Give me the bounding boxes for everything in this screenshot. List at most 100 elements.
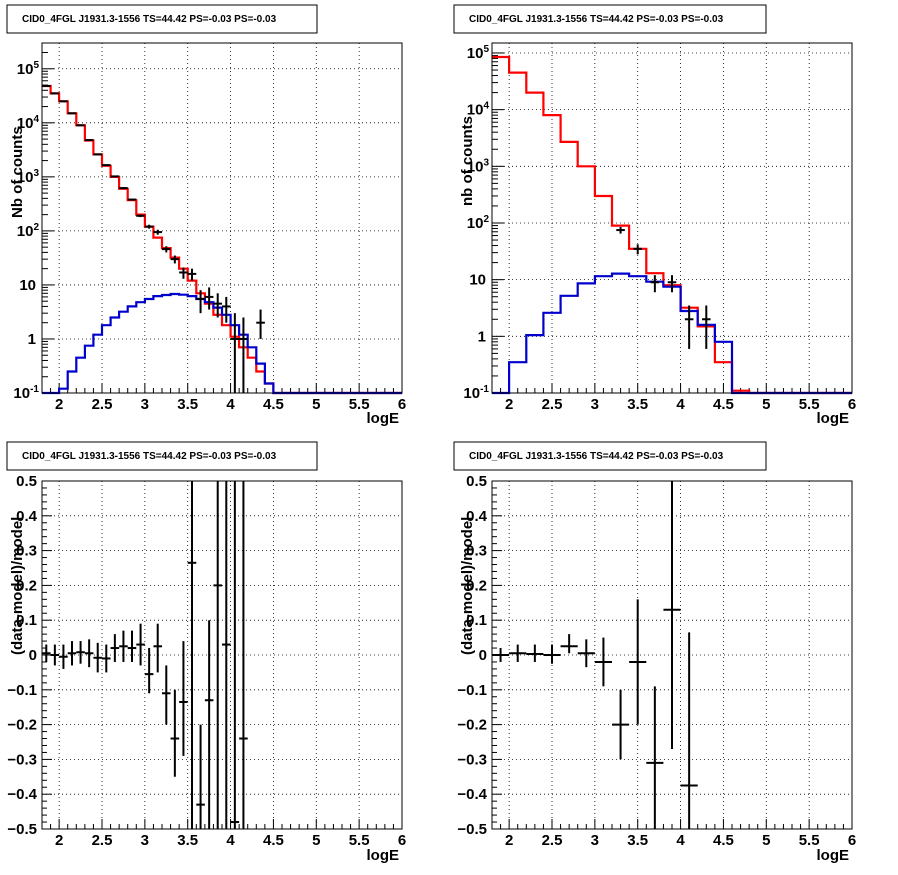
data-point	[67, 112, 77, 115]
data-point	[633, 244, 642, 255]
y-tick-label: −0.5	[457, 821, 487, 838]
y-tick-label: 0.1	[466, 612, 487, 629]
data-point	[119, 630, 128, 662]
data-point	[492, 648, 510, 662]
x-tick-label: 2.5	[92, 396, 113, 413]
data-point	[153, 229, 162, 235]
data-point	[42, 85, 51, 88]
data-point	[526, 644, 544, 662]
data-point	[650, 275, 660, 293]
title-box	[453, 4, 767, 34]
plot-border	[491, 42, 853, 394]
data-point	[110, 175, 120, 178]
y-axis-label: (data-model)/model	[459, 517, 476, 655]
y-axis-label: Nb of counts	[9, 126, 26, 218]
data-point	[162, 665, 171, 725]
x-tick-label: 5	[312, 832, 320, 849]
x-tick-label: 4	[226, 396, 235, 413]
y-axis-label: (data-model)/model	[9, 517, 26, 655]
data-point	[239, 481, 248, 829]
data-point	[222, 296, 231, 323]
data-point	[560, 634, 578, 654]
x-tick-label: 3.5	[177, 832, 198, 849]
y-tick-label: −0.1	[457, 682, 487, 699]
data-point	[594, 637, 612, 687]
data-point	[50, 644, 60, 666]
data-point	[196, 724, 205, 829]
data-point	[667, 275, 677, 293]
y-tick-label: 0.5	[466, 473, 487, 490]
x-tick-label: 4.5	[713, 396, 734, 413]
data-point	[680, 632, 698, 829]
data-point	[93, 153, 102, 156]
panel-residuals-left: CID0_4FGL J1931.3-1556 TS=44.42 PS=-0.03…	[6, 441, 406, 864]
x-tick-label: 5	[312, 396, 320, 413]
panel-title: CID0_4FGL J1931.3-1556 TS=44.42 PS=-0.03…	[22, 451, 277, 462]
y-tick-label: −0.4	[7, 786, 37, 803]
data-point	[179, 641, 188, 756]
data-point	[684, 305, 694, 349]
y-tick-label: −0.2	[457, 717, 487, 734]
plot-frame	[491, 42, 853, 394]
data-point	[196, 290, 205, 314]
y-tick-label: 104	[467, 101, 490, 119]
data-point	[646, 686, 664, 829]
x-tick-label: 4.5	[263, 396, 284, 413]
data-point	[93, 642, 102, 673]
x-tick-label: 3.5	[627, 832, 648, 849]
data-point	[230, 313, 240, 393]
panel-title: CID0_4FGL J1931.3-1556 TS=44.42 PS=-0.03…	[22, 14, 277, 25]
x-tick-label: 2	[55, 832, 63, 849]
y-tick-label: 0.4	[16, 508, 38, 525]
data-point	[170, 689, 180, 777]
data-point	[187, 481, 197, 829]
data-point	[59, 644, 68, 669]
data-point	[119, 187, 128, 190]
data-point	[577, 639, 595, 668]
x-tick-label: 3.5	[627, 396, 648, 413]
y-tick-label: 0	[479, 647, 487, 664]
panel-title: CID0_4FGL J1931.3-1556 TS=44.42 PS=-0.03…	[469, 14, 724, 25]
data-point	[187, 268, 197, 281]
x-axis-label: logE	[367, 410, 400, 427]
data-point	[179, 267, 188, 279]
x-axis-label: logE	[817, 410, 850, 427]
y-tick-label: 0.3	[16, 543, 37, 560]
data-point	[239, 317, 248, 393]
title-box	[6, 441, 318, 471]
x-tick-label: 5.5	[799, 832, 820, 849]
y-tick-label: −0.4	[457, 786, 487, 803]
y-tick-label: 1	[28, 331, 36, 348]
data-point	[702, 305, 711, 349]
y-tick-label: 104	[17, 114, 40, 132]
plot-border	[41, 42, 403, 394]
x-tick-label: 2	[55, 396, 63, 413]
x-tick-label: 5	[762, 396, 770, 413]
y-tick-label: 0.2	[466, 577, 487, 594]
x-tick-label: 4	[676, 396, 685, 413]
y-tick-label: −0.3	[7, 751, 37, 768]
data-point	[616, 226, 625, 234]
plot-frame	[41, 42, 403, 394]
x-tick-label: 4.5	[263, 832, 284, 849]
x-tick-label: 6	[848, 396, 856, 413]
x-tick-label: 5.5	[349, 396, 370, 413]
data-point	[50, 92, 60, 95]
panel-counts-right: CID0_4FGL J1931.3-1556 TS=44.42 PS=-0.03…	[453, 4, 856, 427]
y-tick-label: −0.1	[7, 682, 37, 699]
data-point	[509, 644, 527, 662]
x-tick-label: 6	[848, 832, 856, 849]
data-point	[59, 100, 68, 103]
y-tick-label: 102	[17, 222, 40, 240]
data-point	[629, 599, 647, 725]
x-tick-label: 2.5	[542, 396, 563, 413]
x-tick-label: 6	[398, 396, 406, 413]
x-axis-label: logE	[817, 847, 850, 864]
data-point	[213, 293, 222, 318]
data-point	[127, 198, 137, 201]
x-tick-label: 6	[398, 832, 406, 849]
data-point	[110, 634, 120, 662]
plot-border	[491, 480, 853, 830]
x-tick-label: 3	[141, 832, 149, 849]
data-point	[127, 630, 137, 662]
